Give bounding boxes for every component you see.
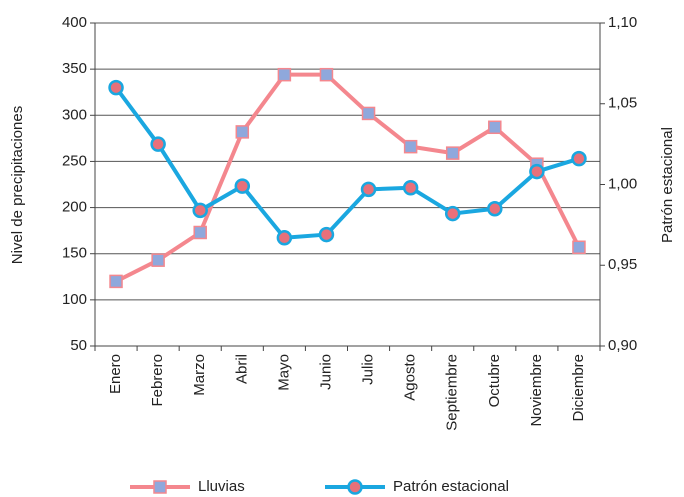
legend-label: Lluvias [198, 478, 245, 495]
legend-label: Patrón estacional [393, 478, 509, 495]
point [487, 200, 503, 217]
x-tick-label: Octubre [486, 354, 503, 407]
y2-tick-label: 0,95 [608, 256, 637, 273]
point [572, 240, 586, 255]
point [108, 79, 124, 96]
point [445, 146, 460, 160]
x-tick-label: Agosto [402, 354, 419, 401]
point [571, 150, 587, 167]
point [361, 106, 376, 121]
y-tick-label: 350 [62, 60, 87, 77]
y2-tick-label: 1,05 [608, 95, 637, 112]
x-tick-label: Julio [360, 354, 377, 385]
legend-marker [347, 479, 363, 495]
y-tick-label: 200 [62, 199, 87, 216]
x-tick-label: Enero [107, 354, 124, 394]
y2-tick-label: 1,00 [608, 175, 637, 192]
y2-tick-label: 1,10 [608, 14, 637, 31]
y-tick-label: 50 [70, 337, 87, 354]
x-tick-label: Diciembre [570, 354, 587, 422]
point [276, 230, 293, 246]
point [193, 225, 207, 240]
x-tick-label: Septiembre [444, 354, 461, 431]
point [402, 179, 419, 196]
series-line [114, 86, 580, 240]
point [109, 274, 123, 289]
point [360, 181, 377, 198]
y2-tick-label: 0,90 [608, 337, 637, 354]
x-tick-label: Febrero [149, 354, 166, 407]
point [488, 120, 502, 135]
y-tick-label: 400 [62, 14, 87, 31]
x-tick-label: Abril [233, 354, 250, 384]
y-tick-label: 300 [62, 106, 87, 123]
point [444, 205, 461, 222]
point [319, 67, 334, 82]
point [234, 178, 251, 194]
series-line [115, 72, 581, 284]
point [403, 139, 418, 154]
y-tick-label: 100 [62, 291, 87, 308]
point [277, 67, 292, 82]
x-tick-label: Noviembre [528, 354, 545, 427]
point [150, 136, 166, 152]
y-axis-label: Nivel de precipitaciones [9, 106, 26, 264]
point [318, 226, 335, 243]
point [192, 202, 208, 219]
legend-marker [153, 480, 167, 494]
x-tick-label: Junio [317, 354, 334, 390]
y2-axis-label: Patrón estacional [659, 127, 676, 243]
y-tick-label: 150 [62, 245, 87, 262]
point [529, 163, 545, 180]
x-tick-label: Marzo [191, 354, 208, 396]
x-tick-label: Mayo [275, 354, 292, 391]
point [235, 125, 250, 139]
y-tick-label: 250 [62, 152, 87, 169]
point [151, 253, 165, 267]
